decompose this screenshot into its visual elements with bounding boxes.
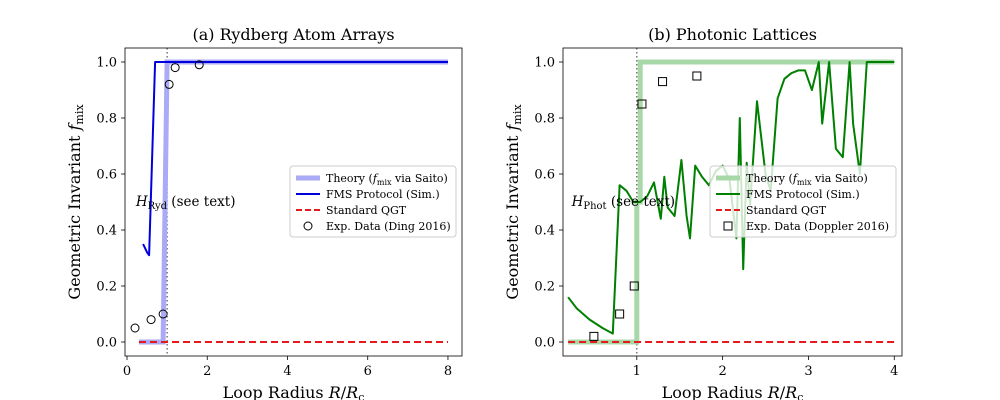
chart-title: (b) Photonic Lattices [648, 25, 817, 44]
exp-data-point [158, 309, 168, 319]
panel-b: (b) Photonic Lattices 1 2 3 4 0.0 0.2 0.4 0.6 0.8… [503, 25, 903, 400]
legend: Theory (fmix​ via Saito)FMS Protocol (Si… [709, 165, 897, 238]
exp-data-point [658, 77, 668, 87]
y-tick-label: 1.0 [534, 56, 555, 71]
exp-data-point [164, 79, 174, 89]
y-tick-label: 0.0 [96, 336, 117, 351]
exp-data-point [589, 331, 599, 341]
exp-data-point [130, 323, 140, 333]
x-tick-label: 3 [804, 364, 812, 379]
y-tick-label: 0.6 [534, 168, 555, 183]
exp-data-point [692, 71, 702, 81]
y-axis-label: Geometric Invariant fmix​ [503, 104, 524, 300]
panel-a: (a) Rydberg Atom Arrays 0 2 4 6 8 0.0 0.2 0.4 0.6… [65, 25, 463, 400]
x-tick-label: 0 [123, 364, 131, 379]
x-tick-label: 1 [633, 364, 641, 379]
y-tick-label: 1.0 [96, 56, 117, 71]
exp-data-point [170, 63, 180, 73]
x-tick-label: 8 [444, 364, 452, 379]
x-axis-label: Loop Radius R/Rc​ [662, 383, 804, 400]
exp-data-point [194, 60, 204, 70]
legend-box [709, 165, 897, 238]
y-axis-label: Geometric Invariant fmix​ [65, 104, 86, 300]
x-tick-label: 2 [203, 364, 211, 379]
y-tick-label: 0.8 [96, 112, 117, 127]
chart-title: (a) Rydberg Atom Arrays [192, 25, 394, 44]
y-tick-label: 0.2 [96, 280, 117, 295]
legend-swatch [723, 221, 733, 231]
x-tick-label: 6 [364, 364, 372, 379]
legend-label: Theory (fmix​ via Saito) [746, 172, 868, 187]
legend-label: Standard QGT [746, 204, 827, 217]
legend-label: Standard QGT [326, 204, 407, 217]
x-tick-label: 2 [718, 364, 726, 379]
exp-data-point [629, 281, 639, 291]
y-tick-label: 0.0 [534, 336, 555, 351]
legend-label: FMS Protocol (Sim.) [326, 188, 440, 201]
hamiltonian-annotation: HPhot​ (see text) [571, 194, 675, 212]
x-tick-label: 4 [283, 364, 291, 379]
y-tick-label: 0.8 [534, 112, 555, 127]
legend-label: Theory (fmix​ via Saito) [326, 172, 448, 187]
plot-area [130, 48, 448, 356]
axes-frame [124, 47, 463, 357]
x-axis-label: Loop Radius R/Rc​ [223, 383, 365, 400]
legend-label: Exp. Data (Ding 2016) [326, 220, 451, 233]
x-tick-label: 4 [890, 364, 898, 379]
y-tick-label: 0.4 [534, 224, 555, 239]
legend: Theory (fmix​ via Saito)FMS Protocol (Si… [289, 165, 457, 238]
legend-box [289, 165, 457, 238]
axes-frame [562, 47, 903, 357]
legend-swatch [303, 221, 313, 231]
legend-label: FMS Protocol (Sim.) [746, 188, 860, 201]
hamiltonian-annotation: HRyd​ (see text) [135, 194, 236, 212]
exp-data-point [146, 315, 156, 325]
fms-line [142, 61, 448, 257]
exp-data-point [637, 99, 647, 109]
legend-label: Exp. Data (Doppler 2016) [746, 220, 889, 233]
y-tick-label: 0.4 [96, 224, 117, 239]
exp-data-point [615, 309, 625, 319]
y-tick-label: 0.2 [534, 280, 555, 295]
y-tick-label: 0.6 [96, 168, 117, 183]
